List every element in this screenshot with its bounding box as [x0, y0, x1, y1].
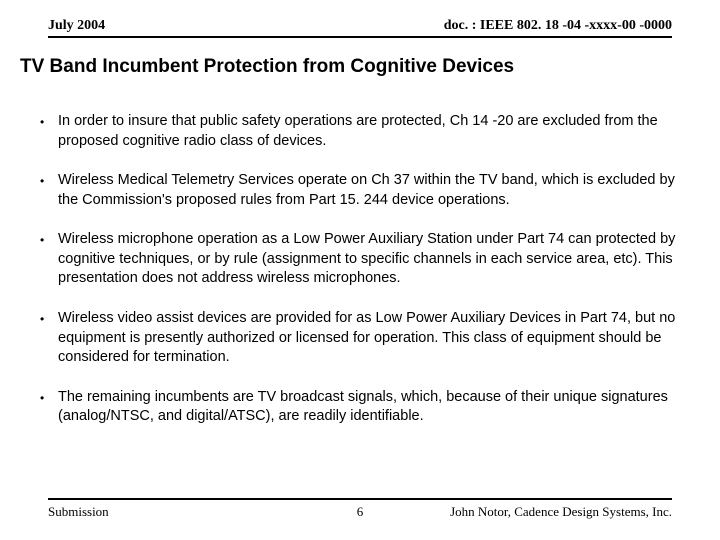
bullet-item: • Wireless Medical Telemetry Services op… [40, 171, 684, 210]
footer-rule [48, 498, 672, 500]
bullet-text: The remaining incumbents are TV broadcas… [58, 388, 684, 427]
bullet-item: • Wireless video assist devices are prov… [40, 309, 684, 368]
bullet-text: Wireless video assist devices are provid… [58, 309, 684, 368]
header: July 2004 doc. : IEEE 802. 18 -04 -xxxx-… [48, 18, 672, 34]
bullet-text: Wireless microphone operation as a Low P… [58, 230, 684, 289]
bullet-item: • Wireless microphone operation as a Low… [40, 230, 684, 289]
footer: 6 Submission John Notor, Cadence Design … [48, 504, 672, 520]
footer-left: Submission [48, 504, 109, 520]
bullet-item: • The remaining incumbents are TV broadc… [40, 388, 684, 427]
body: • In order to insure that public safety … [40, 112, 684, 447]
bullet-dot-icon: • [40, 230, 58, 248]
bullet-text: In order to insure that public safety op… [58, 112, 684, 151]
header-doc-id: doc. : IEEE 802. 18 -04 -xxxx-00 -0000 [444, 18, 672, 34]
header-rule [48, 36, 672, 38]
bullet-item: • In order to insure that public safety … [40, 112, 684, 151]
bullet-dot-icon: • [40, 388, 58, 406]
slide-page: July 2004 doc. : IEEE 802. 18 -04 -xxxx-… [0, 0, 720, 540]
bullet-dot-icon: • [40, 309, 58, 327]
bullet-dot-icon: • [40, 171, 58, 189]
bullet-dot-icon: • [40, 112, 58, 130]
slide-title: TV Band Incumbent Protection from Cognit… [20, 56, 700, 78]
footer-author: John Notor, Cadence Design Systems, Inc. [450, 504, 672, 520]
header-date: July 2004 [48, 18, 105, 34]
bullet-text: Wireless Medical Telemetry Services oper… [58, 171, 684, 210]
